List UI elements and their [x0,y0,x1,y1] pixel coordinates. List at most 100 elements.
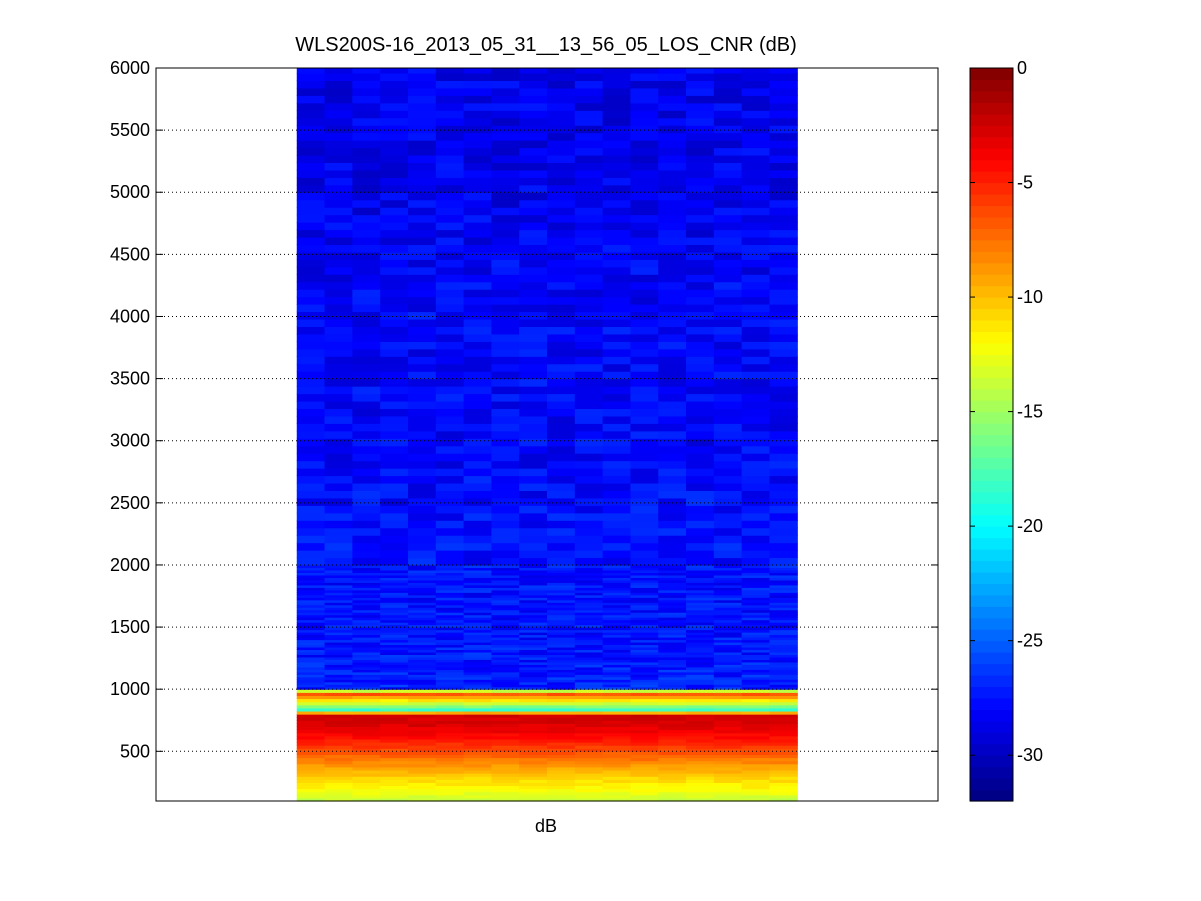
heatmap-cell [324,333,353,342]
colorbar-segment [970,251,1013,264]
heatmap-cell [602,251,632,260]
heatmap-cell [602,604,632,608]
heatmap-cell [658,689,687,693]
heatmap-cell [547,629,576,633]
heatmap-cell [769,348,798,357]
heatmap-cell [491,154,520,164]
heatmap-cell [741,609,771,613]
heatmap-cell [435,627,465,631]
heatmap-cell [686,674,715,678]
heatmap-cell [686,535,715,544]
heatmap-cell [658,542,687,551]
heatmap-cell [296,766,326,771]
heatmap-cell [324,649,353,653]
heatmap-cell [296,619,326,623]
heatmap-cell [602,748,632,752]
heatmap-cell [380,251,409,260]
heatmap-cell [630,751,659,756]
heatmap-cell [769,763,798,768]
heatmap-cell [658,311,687,320]
heatmap-cell [602,710,632,715]
heatmap-cell [741,754,771,759]
heatmap-cell [686,574,715,578]
heatmap-cell [324,681,353,685]
heatmap-cell [491,512,520,521]
heatmap-cell [324,460,353,469]
heatmap-cell [602,326,632,335]
heatmap-cell [407,769,437,774]
heatmap-cell [519,619,548,623]
heatmap-cell [741,326,771,335]
heatmap-cell [574,745,604,749]
heatmap-cell [547,304,576,313]
heatmap-cell [769,80,798,89]
heatmap-cell [741,629,771,633]
heatmap-cell [547,701,576,706]
heatmap-cell [463,656,492,660]
heatmap-cell [686,274,715,283]
y-tick-label: 4500 [110,244,150,264]
heatmap-cell [686,169,715,178]
heatmap-cell [519,686,548,690]
heatmap-cell [686,726,715,731]
heatmap-cell [713,769,743,774]
heatmap-cell [547,296,576,305]
heatmap-cell [407,430,437,439]
heatmap-cell [407,791,437,796]
heatmap-cell [713,671,743,675]
heatmap-cell [324,646,353,651]
heatmap-cell [519,132,548,141]
heatmap-cell [296,649,326,653]
heatmap-cell [463,274,492,283]
heatmap-cell [463,356,492,365]
heatmap-cell [574,505,604,514]
heatmap-cell [352,68,381,74]
heatmap-cell [352,244,381,253]
heatmap-cell [741,597,771,601]
heatmap-cell [630,569,659,573]
heatmap-cell [463,791,492,796]
heatmap-cell [407,393,437,402]
heatmap-cell [352,341,381,350]
heatmap-cell [352,681,381,685]
heatmap-cell [352,199,381,208]
heatmap-cell [658,72,687,82]
heatmap-cell [491,589,520,593]
heatmap-cell [547,788,576,793]
heatmap-cell [519,572,548,576]
heatmap-cell [630,757,659,762]
heatmap-cell [686,766,715,771]
heatmap-cell [491,614,520,618]
heatmap-cell [296,592,326,596]
heatmap-cell [630,154,659,164]
heatmap-cell [380,666,409,670]
heatmap-cell [324,604,353,608]
heatmap-cell [658,619,687,623]
heatmap-cell [463,738,492,743]
heatmap-cell [547,72,576,82]
heatmap-cell [491,80,520,89]
heatmap-cell [686,656,715,660]
heatmap-cell [769,714,798,718]
heatmap-cell [491,102,520,111]
heatmap-cell [686,763,715,768]
heatmap-cell [296,776,326,780]
heatmap-cell [296,423,326,432]
heatmap-cell [602,266,632,275]
heatmap-cell [602,738,632,743]
heatmap-cell [435,505,465,514]
heatmap-cell [686,681,715,685]
heatmap-cell [407,641,437,646]
heatmap-cell [630,594,659,598]
heatmap-cell [491,714,520,718]
heatmap-cell [380,415,409,424]
heatmap-cell [463,607,492,611]
heatmap-cell [491,348,520,357]
heatmap-cell [547,582,576,586]
heatmap-cell [435,333,465,342]
heatmap-cell [602,557,632,566]
heatmap-cell [769,445,798,454]
heatmap-cell [435,162,465,171]
heatmap-cell [463,378,492,387]
heatmap-cell [380,788,409,793]
